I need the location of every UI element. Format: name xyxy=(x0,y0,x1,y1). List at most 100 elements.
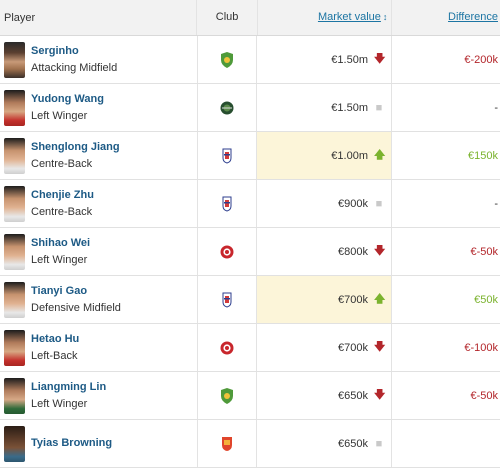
table-row: Hetao Hu Left-Back €700k 🡇 €-100k xyxy=(0,324,500,372)
red-crest-icon[interactable] xyxy=(220,244,234,260)
player-photo[interactable] xyxy=(4,89,25,126)
player-photo[interactable] xyxy=(4,137,25,174)
player-cell: Shenglong Jiang Centre-Back xyxy=(0,132,197,179)
player-photo[interactable] xyxy=(4,41,25,78)
player-position: Defensive Midfield xyxy=(31,301,121,314)
no-change-icon: ■ xyxy=(375,437,383,450)
sort-arrows-icon[interactable]: ↕ xyxy=(382,12,388,22)
market-value: €1.00m xyxy=(331,149,368,162)
player-name-link[interactable]: Chenjie Zhu xyxy=(31,188,94,201)
player-photo[interactable] xyxy=(4,425,25,462)
player-name-link[interactable]: Serginho xyxy=(31,44,79,57)
no-change-icon: ■ xyxy=(375,197,383,210)
difference-cell: €-100k xyxy=(464,341,498,354)
table-row: Shenglong Jiang Centre-Back €1.00m 🡅 €15… xyxy=(0,132,500,180)
difference-sort-link[interactable]: Difference xyxy=(448,11,498,23)
header-club: Club xyxy=(196,0,258,35)
arrow-up-icon: 🡅 xyxy=(374,293,386,305)
market-value-cell: €1.00m 🡅 xyxy=(257,132,392,179)
table-row: Liangming Lin Left Winger €650k 🡇 €-50k xyxy=(0,372,500,420)
player-position: Centre-Back xyxy=(31,205,93,218)
green-crest-icon[interactable] xyxy=(220,51,234,68)
market-value: €700k xyxy=(338,293,368,306)
market-value-cell: €900k ■ xyxy=(257,180,392,227)
table-row: Tianyi Gao Defensive Midfield €700k 🡅 €5… xyxy=(0,276,500,324)
header-market-value[interactable]: Market value ↕ xyxy=(258,0,393,35)
player-photo[interactable] xyxy=(4,329,25,366)
club-cell xyxy=(197,372,257,419)
blue-crest-icon[interactable] xyxy=(220,148,234,164)
player-name-link[interactable]: Shihao Wei xyxy=(31,236,91,249)
club-cell xyxy=(197,36,257,83)
player-cell: Liangming Lin Left Winger xyxy=(0,372,197,419)
arrow-down-icon: 🡇 xyxy=(374,341,386,353)
player-position: Left Winger xyxy=(31,253,88,266)
header-difference[interactable]: Difference xyxy=(392,0,500,35)
arrow-down-icon: 🡇 xyxy=(374,245,386,257)
market-value: €900k xyxy=(338,197,368,210)
arrow-up-icon: 🡅 xyxy=(374,149,386,161)
difference-cell: €-200k xyxy=(464,53,498,66)
table-row: Yudong Wang Left Winger €1.50m ■ - xyxy=(0,84,500,132)
market-value: €650k xyxy=(338,389,368,402)
market-value: €1.50m xyxy=(331,53,368,66)
difference-cell: - xyxy=(494,101,498,114)
market-value-cell: €800k 🡇 xyxy=(257,228,392,275)
dark-green-crest-icon[interactable] xyxy=(220,100,234,116)
club-cell xyxy=(197,420,257,467)
difference-cell: €50k xyxy=(474,293,498,306)
no-change-icon: ■ xyxy=(375,101,383,114)
player-name-link[interactable]: Shenglong Jiang xyxy=(31,140,120,153)
player-photo[interactable] xyxy=(4,281,25,318)
club-cell xyxy=(197,324,257,371)
player-name-link[interactable]: Hetao Hu xyxy=(31,332,80,345)
blue-crest-icon[interactable] xyxy=(220,292,234,308)
header-player: Player xyxy=(4,11,36,24)
market-value: €650k xyxy=(338,437,368,450)
player-name-link[interactable]: Tianyi Gao xyxy=(31,284,88,297)
market-value: €1.50m xyxy=(331,101,368,114)
market-value-cell: €700k 🡅 xyxy=(257,276,392,323)
player-cell: Serginho Attacking Midfield xyxy=(0,36,197,83)
player-photo[interactable] xyxy=(4,185,25,222)
player-name-link[interactable]: Liangming Lin xyxy=(31,380,107,393)
player-cell: Tianyi Gao Defensive Midfield xyxy=(0,276,197,323)
red-crest-icon[interactable] xyxy=(220,340,234,356)
table-row: Shihao Wei Left Winger €800k 🡇 €-50k xyxy=(0,228,500,276)
player-position: Attacking Midfield xyxy=(31,61,118,74)
market-value: €800k xyxy=(338,245,368,258)
table-header: Player Club Market value ↕ Difference xyxy=(0,0,500,36)
player-cell: Yudong Wang Left Winger xyxy=(0,84,197,131)
player-cell: Chenjie Zhu Centre-Back xyxy=(0,180,197,227)
player-cell: Tyias Browning xyxy=(0,420,197,467)
player-name-link[interactable]: Yudong Wang xyxy=(31,92,104,105)
table-row: Chenjie Zhu Centre-Back €900k ■ - xyxy=(0,180,500,228)
player-position: Left Winger xyxy=(31,109,88,122)
club-cell xyxy=(197,228,257,275)
difference-cell: - xyxy=(494,197,498,210)
club-cell xyxy=(197,84,257,131)
player-cell: Hetao Hu Left-Back xyxy=(0,324,197,371)
orange-crest-icon[interactable] xyxy=(220,436,234,452)
table-body: Serginho Attacking Midfield €1.50m 🡇 €-2… xyxy=(0,36,500,468)
market-value-sort-link[interactable]: Market value xyxy=(317,11,381,23)
market-value-cell: €1.50m ■ xyxy=(257,84,392,131)
player-name-link[interactable]: Tyias Browning xyxy=(31,437,113,449)
market-value-cell: €700k 🡇 xyxy=(257,324,392,371)
player-photo[interactable] xyxy=(4,233,25,270)
market-value: €700k xyxy=(338,341,368,354)
club-cell xyxy=(197,276,257,323)
player-photo[interactable] xyxy=(4,377,25,414)
green-crest-icon[interactable] xyxy=(220,387,234,404)
blue-crest-icon[interactable] xyxy=(220,196,234,212)
arrow-down-icon: 🡇 xyxy=(374,53,386,65)
arrow-down-icon: 🡇 xyxy=(374,389,386,401)
market-value-cell: €650k 🡇 xyxy=(257,372,392,419)
club-cell xyxy=(197,132,257,179)
player-position: Centre-Back xyxy=(31,157,93,170)
table-row: Serginho Attacking Midfield €1.50m 🡇 €-2… xyxy=(0,36,500,84)
player-position: Left Winger xyxy=(31,397,88,410)
player-cell: Shihao Wei Left Winger xyxy=(0,228,197,275)
difference-cell: €-50k xyxy=(470,245,498,258)
